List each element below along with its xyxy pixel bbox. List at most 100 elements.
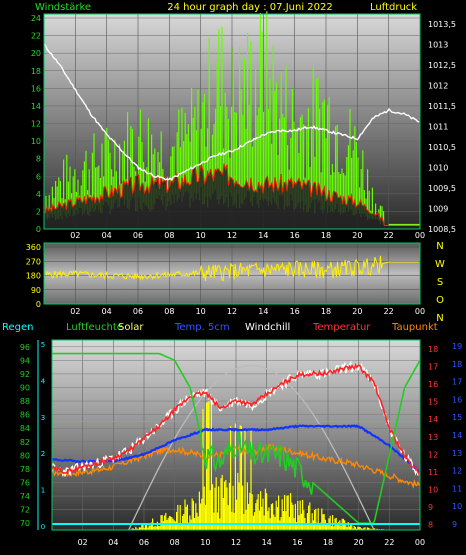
direction-x-tick: 14 bbox=[258, 307, 268, 316]
temperature-line bbox=[51, 362, 420, 476]
temp-x-tick: 18 bbox=[323, 538, 333, 547]
direction-y-tick: 180 bbox=[26, 272, 41, 281]
compass-s: S bbox=[437, 277, 443, 288]
direction-x-tick: 16 bbox=[290, 307, 300, 316]
wind-y-tick: 22 bbox=[31, 32, 41, 41]
temp-y-tick: 12 bbox=[428, 450, 438, 459]
wind-y-tick: 2 bbox=[36, 207, 41, 216]
pressure-y-tick: 1012 bbox=[428, 82, 448, 91]
temp-x-tick: 12 bbox=[231, 538, 241, 547]
legend-humidity: Luftfeuchte bbox=[66, 322, 123, 333]
wind-x-tick: 12 bbox=[227, 231, 237, 240]
wind-x-tick: 20 bbox=[352, 231, 362, 240]
wind-x-tick: 02 bbox=[70, 231, 80, 240]
legend-windchill: Windchill bbox=[245, 322, 290, 333]
pressure-y-tick: 1009 bbox=[428, 205, 448, 214]
direction-x-tick: 12 bbox=[227, 307, 237, 316]
humidity-y-tick: 70 bbox=[20, 519, 30, 528]
soil-y-tick: 19 bbox=[452, 342, 462, 351]
humidity-y-tick: 76 bbox=[20, 479, 30, 488]
header-wind-label: Windstärke bbox=[35, 2, 91, 13]
wind-x-tick: 04 bbox=[102, 231, 112, 240]
soil-y-tick: 12 bbox=[452, 467, 462, 476]
pressure-y-tick: 1012,5 bbox=[428, 61, 456, 70]
temp-x-tick: 10 bbox=[200, 538, 210, 547]
wind-x-tick: 16 bbox=[290, 231, 300, 240]
rain-y-tick: 3 bbox=[41, 414, 45, 422]
humidity-y-tick: 82 bbox=[20, 438, 30, 447]
temp-x-tick: 00 bbox=[415, 538, 425, 547]
humidity-y-tick: 96 bbox=[20, 343, 30, 352]
humidity-y-tick: 90 bbox=[20, 384, 30, 393]
header-pressure-label: Luftdruck bbox=[370, 2, 417, 13]
wind-mean-series bbox=[43, 163, 420, 229]
temp-x-tick: 08 bbox=[170, 538, 180, 547]
pressure-y-tick: 1009,5 bbox=[428, 184, 456, 193]
humidity-y-tick: 80 bbox=[20, 451, 30, 460]
rain-y-tick: 2 bbox=[41, 450, 45, 458]
wind-y-tick: 14 bbox=[31, 102, 41, 111]
wind-y-tick: 20 bbox=[31, 49, 41, 58]
wind-x-tick: 18 bbox=[321, 231, 331, 240]
pressure-y-tick: 1010 bbox=[428, 164, 448, 173]
humidity-y-tick: 78 bbox=[20, 465, 30, 474]
legend-rain: Regen bbox=[2, 322, 34, 333]
humidity-y-tick: 72 bbox=[20, 506, 30, 515]
compass-o: O bbox=[436, 295, 444, 306]
direction-x-tick: 06 bbox=[133, 307, 143, 316]
pressure-y-tick: 1013 bbox=[428, 41, 448, 50]
temp-axes: 0123457072747678808284868890929496891011… bbox=[20, 339, 462, 547]
soil-y-tick: 16 bbox=[452, 395, 462, 404]
temp-y-tick: 14 bbox=[428, 415, 438, 424]
wind-x-tick: 14 bbox=[258, 231, 268, 240]
soil-y-tick: 15 bbox=[452, 413, 462, 422]
direction-y-tick: 360 bbox=[26, 243, 41, 252]
temp-y-tick: 15 bbox=[428, 398, 438, 407]
direction-axes: 0 90 180 270 360 02 04 06 08 10 12 14 16 18 20 22 00 bbox=[26, 242, 425, 316]
temp-y-tick: 10 bbox=[428, 486, 438, 495]
temp-humidity-series bbox=[51, 352, 421, 525]
direction-x-tick: 02 bbox=[70, 307, 80, 316]
direction-x-tick: 04 bbox=[102, 307, 112, 316]
temp-y-tick: 9 bbox=[428, 503, 433, 512]
legend-temperature: Temperatur bbox=[312, 322, 371, 333]
wind-y-tick: 0 bbox=[36, 225, 41, 234]
legend-solar: Solar bbox=[118, 322, 144, 333]
humidity-y-tick: 84 bbox=[20, 424, 30, 433]
temp-x-tick: 20 bbox=[354, 538, 364, 547]
wind-x-tick: 08 bbox=[164, 231, 174, 240]
soil-y-tick: 11 bbox=[452, 484, 462, 493]
direction-x-tick: 10 bbox=[196, 307, 206, 316]
soil-y-tick: 13 bbox=[452, 449, 462, 458]
wind-mean-line bbox=[43, 163, 419, 226]
direction-x-tick: 18 bbox=[321, 307, 331, 316]
wind-x-tick: 06 bbox=[133, 231, 143, 240]
pressure-y-tick: 1011 bbox=[428, 123, 448, 132]
pressure-y-tick: 1011,5 bbox=[428, 102, 456, 111]
wind-y-tick: 4 bbox=[36, 190, 41, 199]
wind-y-tick: 6 bbox=[36, 172, 41, 181]
direction-y-tick: 270 bbox=[26, 257, 41, 266]
windchill-line bbox=[51, 360, 420, 478]
temp-y-tick: 13 bbox=[428, 433, 438, 442]
pressure-y-tick: 1010,5 bbox=[428, 143, 456, 152]
legend-dewpoint: Taupunkt bbox=[391, 322, 438, 333]
direction-x-tick: 20 bbox=[352, 307, 362, 316]
soil-y-tick: 10 bbox=[452, 502, 462, 511]
compass-n: N bbox=[436, 313, 443, 324]
rain-y-tick: 5 bbox=[41, 341, 45, 349]
soil-y-tick: 17 bbox=[452, 378, 462, 387]
humidity-line bbox=[52, 352, 421, 524]
legend: Regen Luftfeuchte Solar Temp. 5cm Windch… bbox=[2, 322, 438, 333]
direction-y-tick: 90 bbox=[31, 286, 41, 295]
wind-y-tick: 16 bbox=[31, 84, 41, 93]
rain-y-tick: 4 bbox=[41, 377, 46, 385]
compass-w: W bbox=[435, 259, 445, 270]
wind-y-tick: 24 bbox=[31, 14, 41, 23]
direction-y-tick: 0 bbox=[36, 300, 41, 309]
wind-plot-frame bbox=[43, 13, 421, 230]
direction-plot-frame bbox=[43, 242, 421, 305]
direction-line bbox=[45, 255, 419, 282]
